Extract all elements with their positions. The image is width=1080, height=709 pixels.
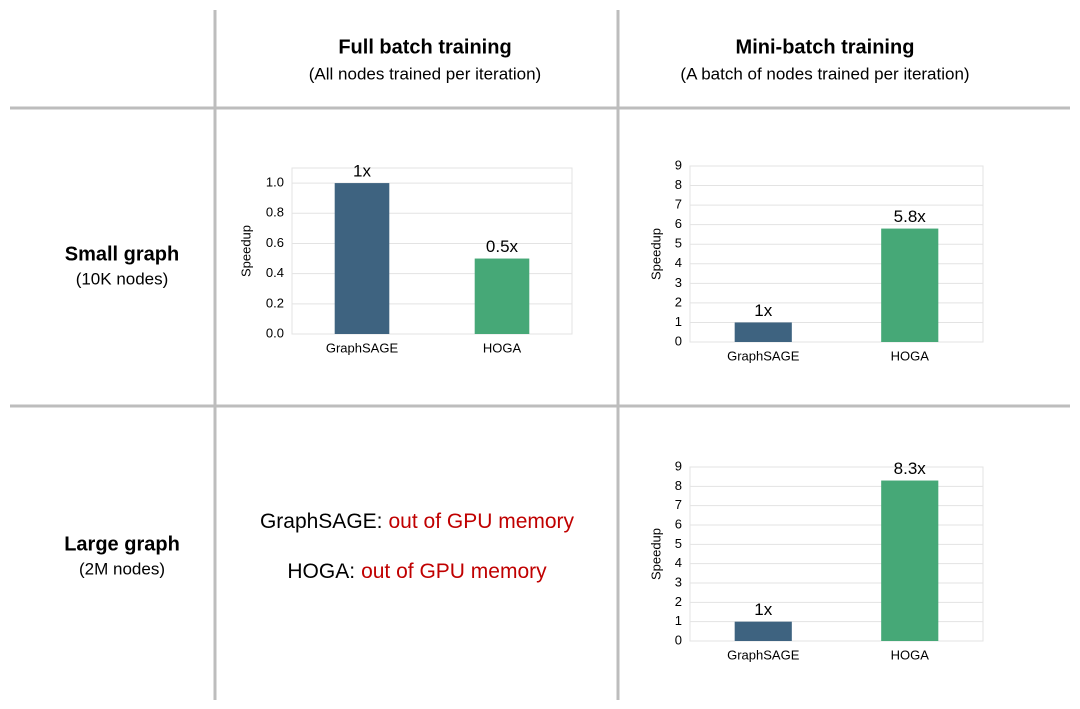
bar — [334, 183, 390, 334]
x-tick-label: GraphSAGE — [727, 348, 800, 363]
y-tick-label: 0 — [675, 333, 682, 348]
value-label: 1x — [754, 600, 772, 619]
x-tick-label: GraphSAGE — [727, 647, 800, 662]
value-label: 5.8x — [894, 207, 927, 226]
y-tick-label: 6 — [675, 216, 682, 231]
y-axis-label: Speedup — [648, 228, 663, 280]
value-label: 0.5x — [486, 237, 519, 256]
bar — [734, 621, 792, 641]
y-tick-label: 7 — [675, 197, 682, 212]
y-tick-label: 3 — [675, 574, 682, 589]
y-tick-label: 1 — [675, 613, 682, 628]
x-tick-label: GraphSAGE — [326, 340, 399, 355]
y-tick-label: 3 — [675, 275, 682, 290]
y-tick-label: 5 — [675, 236, 682, 251]
column-title: Mini-batch training — [736, 36, 915, 58]
y-tick-label: 4 — [675, 255, 682, 270]
y-tick-label: 9 — [675, 458, 682, 473]
y-tick-label: 0.0 — [266, 325, 284, 340]
note: GraphSAGE: out of GPU memory — [260, 510, 575, 533]
value-label: 8.3x — [894, 459, 927, 478]
plot-area — [689, 466, 984, 642]
row-subtitle: (10K nodes) — [76, 269, 169, 288]
row-title: Large graph — [64, 533, 180, 555]
y-axis-label: Speedup — [648, 528, 663, 580]
note: HOGA: out of GPU memory — [287, 560, 547, 583]
y-tick-label: 6 — [675, 516, 682, 531]
note-text: out of GPU memory — [361, 560, 547, 583]
bar — [734, 322, 792, 342]
y-tick-label: 0.4 — [266, 265, 284, 280]
row-title: Small graph — [65, 243, 179, 265]
bar — [881, 228, 939, 342]
y-axis-label: Speedup — [238, 225, 253, 277]
y-tick-label: 8 — [675, 177, 682, 192]
x-tick-label: HOGA — [891, 647, 930, 662]
y-tick-label: 9 — [675, 157, 682, 172]
y-tick-label: 8 — [675, 478, 682, 493]
note-name: HOGA: — [287, 560, 355, 583]
column-title: Full batch training — [338, 36, 511, 58]
value-label: 1x — [754, 301, 772, 320]
column-subtitle: (All nodes trained per iteration) — [309, 64, 541, 83]
bar — [881, 480, 939, 641]
column-subtitle: (A batch of nodes trained per iteration) — [680, 64, 969, 83]
y-tick-label: 0.8 — [266, 205, 284, 220]
y-tick-label: 7 — [675, 497, 682, 512]
y-tick-label: 2 — [675, 594, 682, 609]
y-tick-label: 0.2 — [266, 295, 284, 310]
note-text: out of GPU memory — [389, 510, 575, 533]
x-tick-label: HOGA — [891, 348, 930, 363]
x-tick-label: HOGA — [483, 340, 522, 355]
y-tick-label: 0 — [675, 632, 682, 647]
y-tick-label: 0.6 — [266, 235, 284, 250]
y-tick-label: 4 — [675, 555, 682, 570]
note-name: GraphSAGE: — [260, 510, 383, 533]
y-tick-label: 2 — [675, 294, 682, 309]
y-tick-label: 5 — [675, 536, 682, 551]
bar — [474, 258, 530, 334]
plot-area — [291, 167, 573, 335]
value-label: 1x — [353, 162, 371, 181]
plot-area — [689, 165, 984, 343]
row-subtitle: (2M nodes) — [79, 559, 165, 578]
y-tick-label: 1.0 — [266, 175, 284, 190]
y-tick-label: 1 — [675, 314, 682, 329]
